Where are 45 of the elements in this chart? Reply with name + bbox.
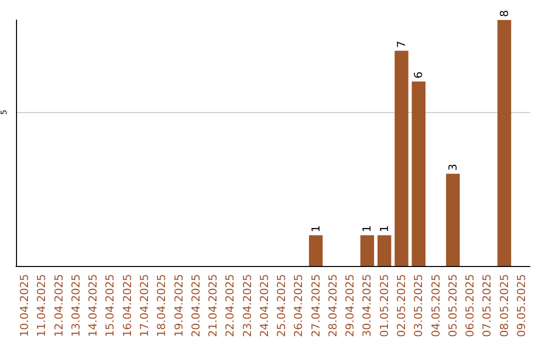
x-tick-label: 26.04.2025 <box>292 274 306 338</box>
x-tick-label: 17.04.2025 <box>138 274 151 338</box>
x-tick-label: 12.04.2025 <box>52 274 66 338</box>
bar <box>412 82 426 266</box>
x-tick-label: 18.04.2025 <box>155 274 168 338</box>
x-tick-label: 27.04.2025 <box>309 274 322 338</box>
x-tick-label: 09.05.2025 <box>514 274 528 338</box>
x-tick-label: 30.04.2025 <box>360 274 374 338</box>
bar <box>308 235 323 266</box>
bar <box>497 20 512 266</box>
x-tick-label: 01.05.2025 <box>378 274 391 338</box>
x-tick-label: 14.04.2025 <box>86 274 100 338</box>
x-tick-label: 07.05.2025 <box>480 274 494 338</box>
x-tick-label: 02.05.2025 <box>395 274 408 338</box>
bar <box>378 235 392 266</box>
x-tick-label: 25.04.2025 <box>275 274 288 338</box>
x-tick-label: 23.04.2025 <box>240 274 254 338</box>
y-tick-label: 5 <box>0 110 8 115</box>
x-tick-label: 05.05.2025 <box>446 274 460 338</box>
x-tick-label: 28.04.2025 <box>326 274 340 338</box>
x-tick-label: 29.04.2025 <box>344 274 357 338</box>
x-tick-label: 22.04.2025 <box>224 274 237 338</box>
x-tick-label: 04.05.2025 <box>429 274 442 338</box>
bar <box>446 174 460 266</box>
x-tick-label: 06.05.2025 <box>464 274 477 338</box>
x-tick-label: 11.04.2025 <box>35 274 48 338</box>
x-tick-label: 15.04.2025 <box>104 274 117 338</box>
x-tick-label: 19.04.2025 <box>172 274 186 338</box>
x-tick-label: 08.05.2025 <box>498 274 511 338</box>
data-label: 7 <box>395 40 408 48</box>
data-label: 1 <box>309 225 322 232</box>
bar <box>360 235 374 266</box>
x-tick-label: 24.04.2025 <box>258 274 271 338</box>
data-label: 8 <box>498 10 511 17</box>
data-label: 6 <box>412 72 426 79</box>
data-label: 1 <box>378 225 391 232</box>
x-tick-label: 03.05.2025 <box>412 274 426 338</box>
data-label: 3 <box>446 164 460 171</box>
x-tick-label: 10.04.2025 <box>18 274 32 338</box>
bar <box>394 50 408 266</box>
x-tick-label: 16.04.2025 <box>120 274 134 338</box>
data-label: 1 <box>360 225 374 232</box>
x-tick-label: 21.04.2025 <box>206 274 220 338</box>
x-tick-label: 20.04.2025 <box>189 274 202 338</box>
x-tick-label: 13.04.2025 <box>69 274 82 338</box>
